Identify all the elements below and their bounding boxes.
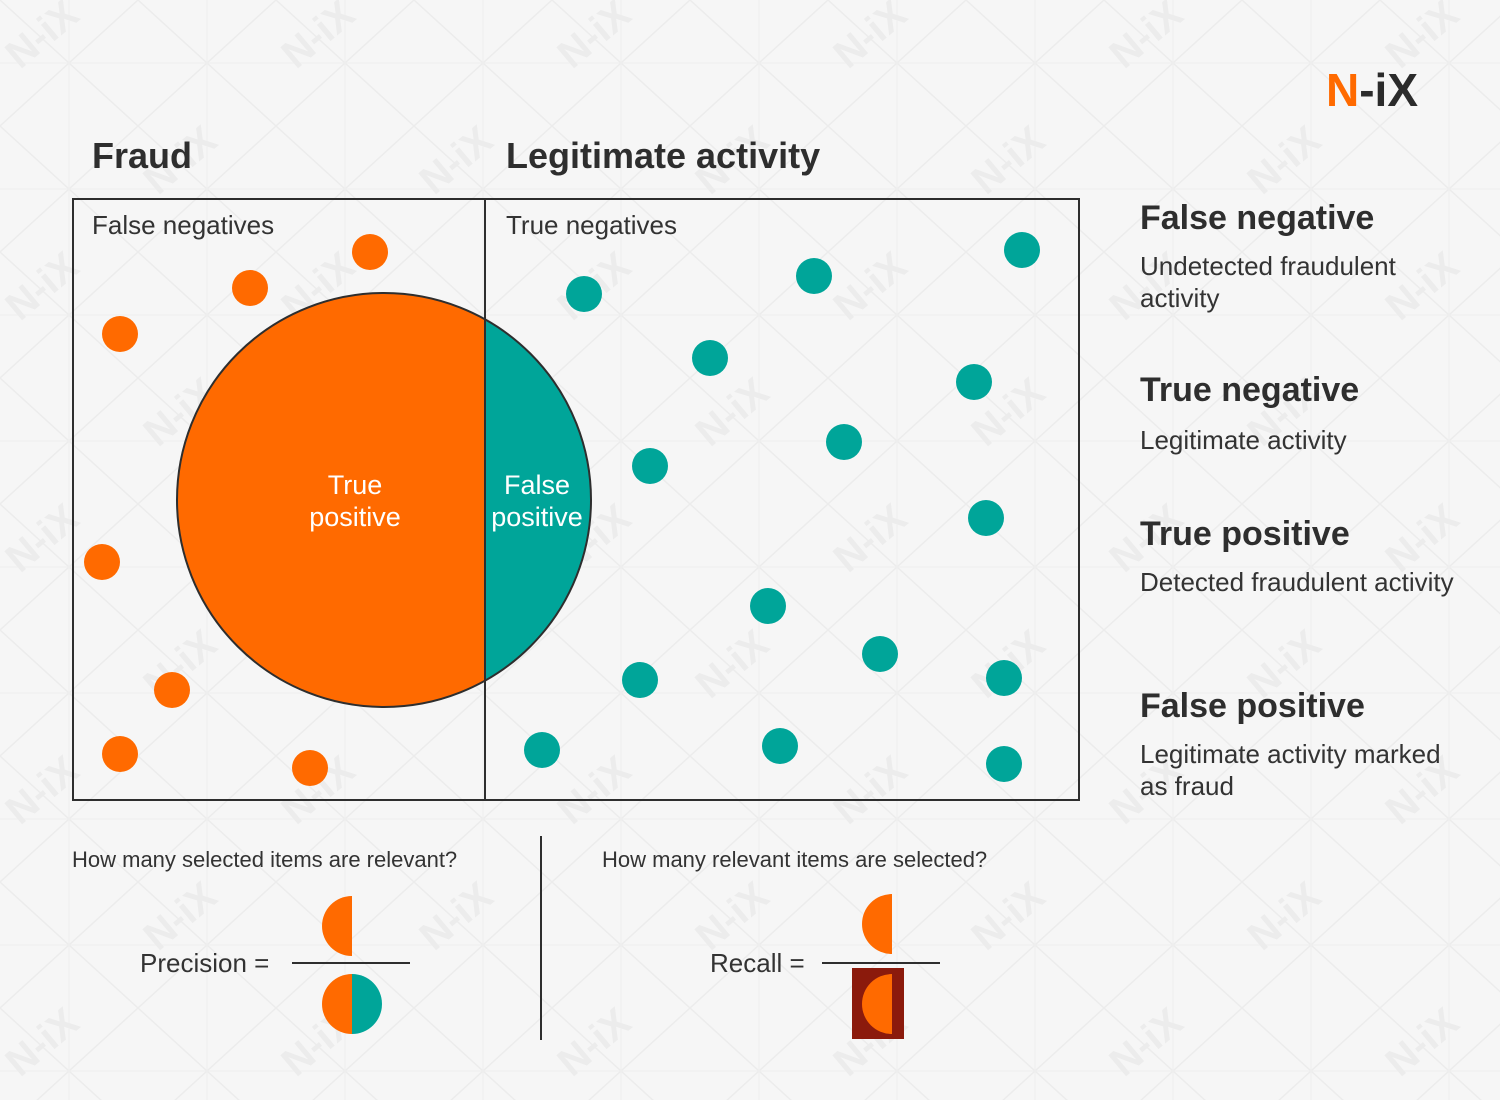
false-negative-dot	[352, 234, 388, 270]
fraud-heading: Fraud	[92, 135, 193, 176]
false-positive-label-line1: False	[503, 470, 571, 500]
legend-true-positive-title: True positive	[1140, 515, 1350, 553]
true-negative-dot	[956, 364, 992, 400]
logo-text-rest: -iX	[1359, 64, 1419, 116]
false-positive-label: False positive	[484, 469, 590, 533]
true-negative-dot	[862, 636, 898, 672]
false-positive-label-line2: positive	[491, 502, 583, 532]
true-positive-label: True positive	[295, 469, 415, 533]
legend-false-negative-desc: Undetected fraudulent activity	[1140, 251, 1396, 313]
false-positive-region	[485, 319, 591, 681]
legitimate-activity-heading: Legitimate activity	[506, 135, 821, 176]
recall-question: How many relevant items are selected?	[602, 847, 988, 872]
true-negative-dot	[986, 660, 1022, 696]
false-negative-dot	[102, 736, 138, 772]
true-negative-dot	[692, 340, 728, 376]
true-negative-dot	[796, 258, 832, 294]
logo-letter-n: N	[1326, 64, 1360, 116]
true-negative-dot	[1004, 232, 1040, 268]
legend-true-negative-desc: Legitimate activity	[1140, 425, 1347, 455]
false-negatives-label: False negatives	[92, 210, 275, 240]
false-negative-dots	[84, 234, 388, 786]
recall-denominator-half-circle	[862, 974, 892, 1034]
legend-true-positive-desc: Detected fraudulent activity	[1140, 567, 1454, 597]
true-negative-dots	[524, 232, 1040, 782]
true-negative-dot	[986, 746, 1022, 782]
precision-numerator-half-circle	[322, 896, 352, 956]
recall-numerator-half-circle	[862, 894, 892, 954]
legend-false-positive-title: False positive	[1140, 687, 1365, 725]
precision-denominator-right-half	[352, 974, 382, 1034]
precision-label: Precision =	[140, 948, 270, 978]
true-negative-dot	[524, 732, 560, 768]
false-negative-dot	[292, 750, 328, 786]
legend-true-negative-title: True negative	[1140, 371, 1360, 409]
selected-items-circle	[176, 292, 592, 708]
precision-question: How many selected items are relevant?	[72, 847, 458, 872]
true-negative-dot	[566, 276, 602, 312]
recall-formula	[822, 894, 940, 1039]
false-negative-dot	[102, 316, 138, 352]
false-negative-dot	[232, 270, 268, 306]
n-ix-logo: N-iX	[1326, 64, 1418, 116]
false-negative-dot	[84, 544, 120, 580]
false-negative-dot	[154, 672, 190, 708]
true-positive-label-line2: positive	[309, 502, 401, 532]
precision-denominator-left-half	[322, 974, 352, 1034]
true-positive-label-line1: True	[327, 470, 383, 500]
true-negative-dot	[750, 588, 786, 624]
legend-false-positive-desc: Legitimate activity marked as fraud	[1140, 739, 1441, 801]
legend-false-negative-title: False negative	[1140, 199, 1375, 237]
true-negative-dot	[622, 662, 658, 698]
recall-label: Recall =	[710, 948, 805, 978]
true-negative-dot	[968, 500, 1004, 536]
true-negative-dot	[632, 448, 668, 484]
true-negative-dot	[826, 424, 862, 460]
true-negative-dot	[762, 728, 798, 764]
true-negatives-label: True negatives	[506, 210, 678, 240]
precision-formula	[292, 896, 410, 1034]
true-positive-region	[177, 293, 485, 707]
